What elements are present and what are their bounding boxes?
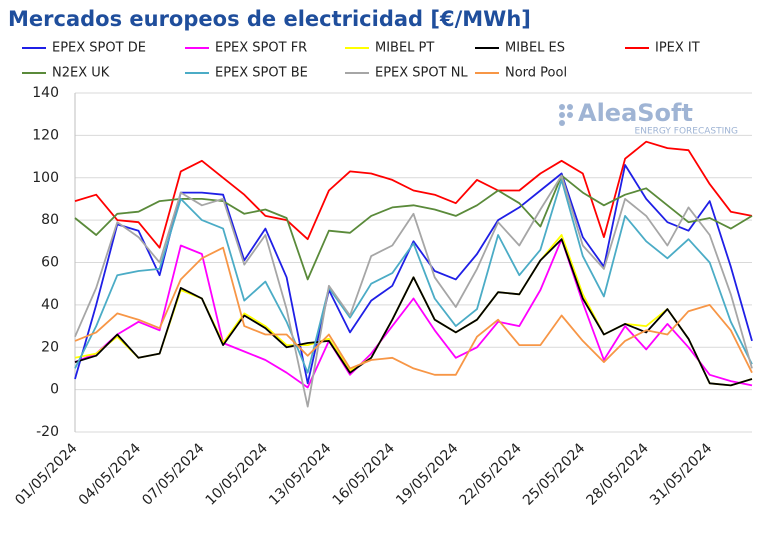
series-line xyxy=(74,174,753,281)
x-tick-label: 31/05/2024 xyxy=(647,440,715,508)
y-tick-label: 120 xyxy=(32,127,59,143)
series-line xyxy=(74,246,753,376)
x-tick-label: 16/05/2024 xyxy=(330,440,398,508)
x-tick-label: 07/05/2024 xyxy=(139,440,207,508)
x-tick-label: 13/05/2024 xyxy=(266,440,334,508)
watermark-brand: AleaSoft xyxy=(578,99,693,127)
series-line xyxy=(74,174,753,408)
x-tick-label: 25/05/2024 xyxy=(520,440,588,508)
legend-label: N2EX UK xyxy=(52,66,110,81)
x-tick-label: 28/05/2024 xyxy=(583,440,651,508)
y-tick-label: 140 xyxy=(32,85,59,101)
y-tick-label: 20 xyxy=(41,339,59,355)
y-tick-label: 0 xyxy=(50,382,59,398)
x-tick-label: 01/05/2024 xyxy=(12,440,80,508)
series-line xyxy=(74,179,753,374)
chart-title: Mercados europeos de electricidad [€/MWh… xyxy=(8,7,531,31)
y-tick-label: -20 xyxy=(36,424,59,440)
series-line xyxy=(74,238,753,387)
legend-label: IPEX IT xyxy=(655,41,700,56)
y-tick-label: 80 xyxy=(41,212,59,228)
y-tick-label: 40 xyxy=(41,297,59,313)
legend-label: MIBEL ES xyxy=(505,41,565,56)
legend-label: EPEX SPOT DE xyxy=(52,41,146,56)
legend-label: EPEX SPOT FR xyxy=(215,41,307,56)
y-tick-label: 60 xyxy=(41,255,59,271)
x-tick-label: 19/05/2024 xyxy=(393,440,461,508)
x-tick-label: 04/05/2024 xyxy=(76,440,144,508)
x-tick-label: 10/05/2024 xyxy=(203,440,271,508)
x-tick-label: 22/05/2024 xyxy=(457,440,525,508)
series-line xyxy=(74,140,753,249)
legend-label: MIBEL PT xyxy=(375,41,434,56)
series-line xyxy=(74,234,753,387)
watermark-tagline: ENERGY FORECASTING xyxy=(635,127,738,137)
watermark: AleaSoft ENERGY FORECASTING xyxy=(559,99,738,137)
series-line xyxy=(74,164,753,385)
series-line xyxy=(74,238,753,389)
y-tick-label: 100 xyxy=(32,170,59,186)
legend-label: EPEX SPOT NL xyxy=(375,66,468,81)
legend-label: Nord Pool xyxy=(505,66,567,81)
legend-label: EPEX SPOT BE xyxy=(215,66,308,81)
